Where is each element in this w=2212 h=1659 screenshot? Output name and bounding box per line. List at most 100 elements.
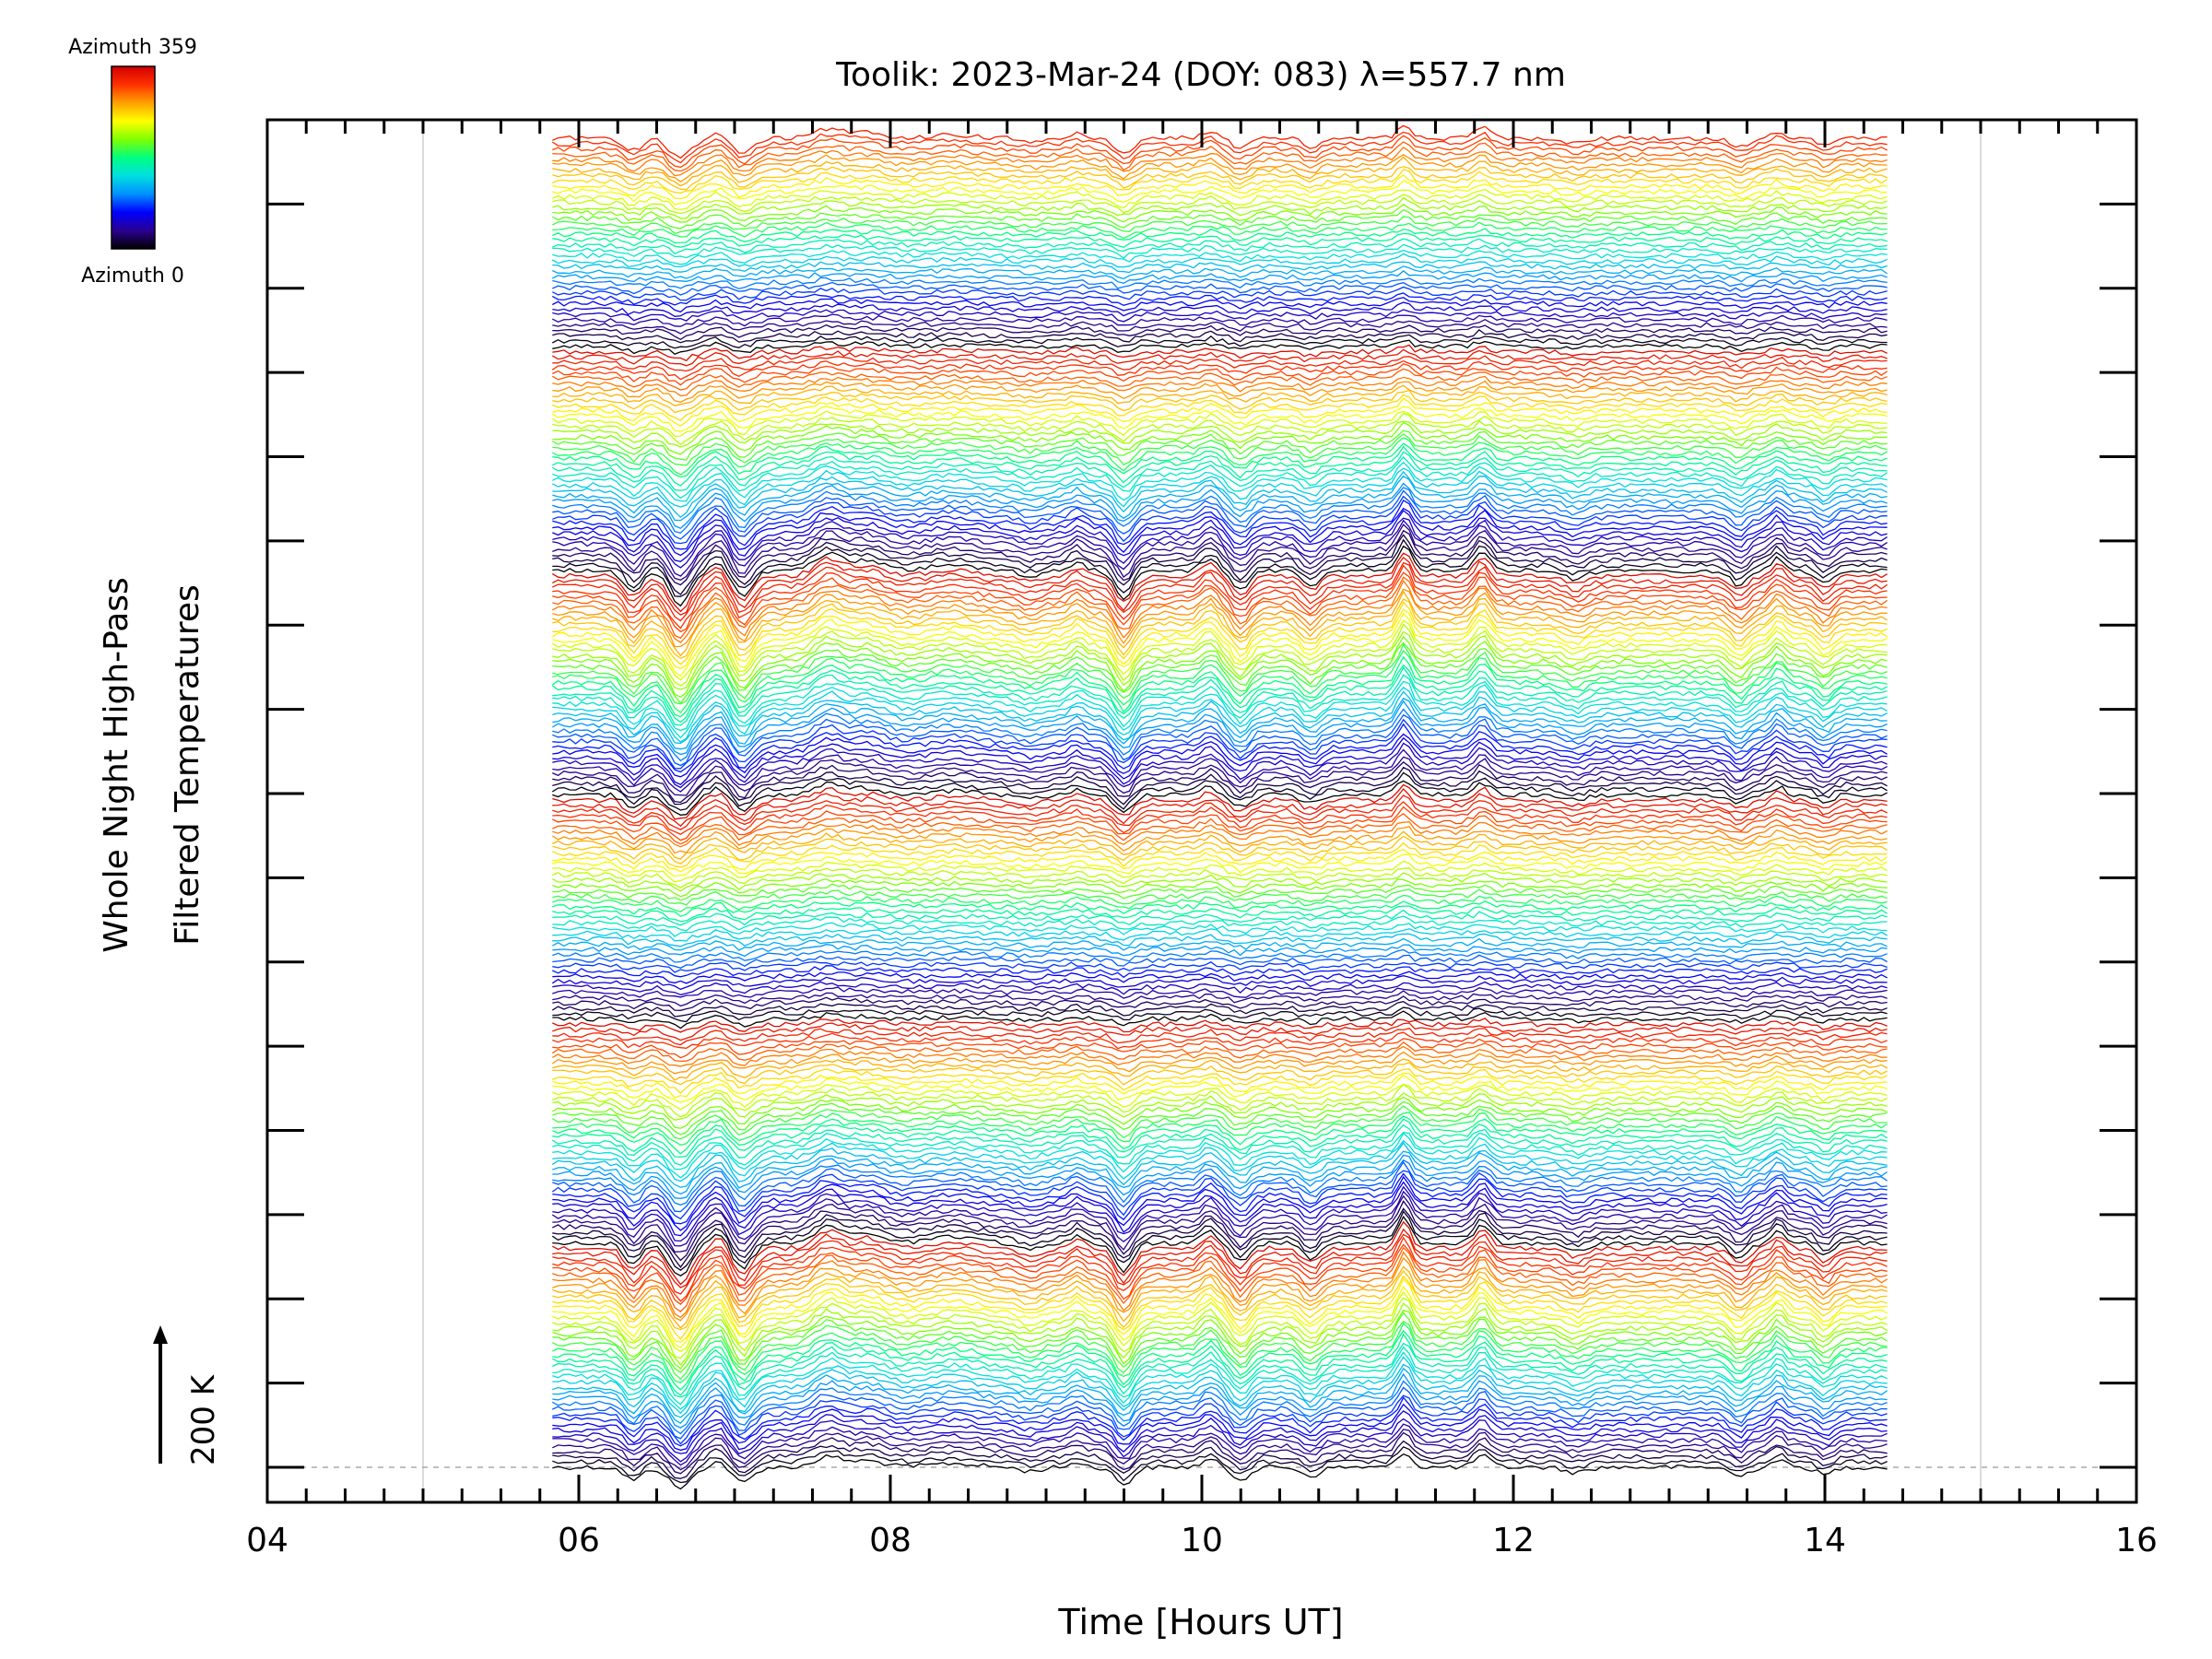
data-trace: [552, 394, 1888, 422]
data-trace: [552, 301, 1888, 317]
data-trace: [551, 1170, 1888, 1220]
x-tick-label: 04: [246, 1522, 288, 1559]
data-trace: [552, 576, 1888, 640]
data-trace: [552, 780, 1888, 816]
data-trace: [552, 499, 1888, 550]
data-trace: [552, 1062, 1888, 1086]
data-trace: [552, 590, 1888, 657]
data-trace: [552, 169, 1888, 194]
data-trace: [551, 348, 1888, 367]
data-trace: [551, 580, 1888, 644]
data-trace: [552, 635, 1888, 698]
data-trace: [552, 954, 1888, 970]
data-trace: [552, 375, 1888, 397]
data-trace: [552, 249, 1888, 265]
data-trace: [552, 794, 1888, 830]
data-trace: [552, 1302, 1888, 1366]
data-trace: [552, 1083, 1888, 1111]
data-trace: [551, 937, 1888, 951]
data-trace: [552, 495, 1888, 545]
data-trace: [552, 1367, 1888, 1425]
data-trace: [552, 534, 1888, 595]
data-trace: [552, 1010, 1888, 1030]
data-trace: [551, 655, 1888, 718]
scale-bar: 200 K: [153, 1325, 222, 1465]
data-trace: [552, 1285, 1888, 1348]
data-trace: [552, 412, 1888, 446]
data-trace: [552, 1139, 1888, 1182]
data-trace: [552, 265, 1888, 280]
data-trace: [552, 888, 1888, 906]
data-trace: [551, 552, 1888, 613]
data-trace: [552, 166, 1888, 191]
data-trace: [552, 723, 1888, 773]
data-trace: [552, 1265, 1888, 1329]
data-trace: [552, 748, 1888, 793]
data-trace: [552, 141, 1888, 172]
x-tick-label: 12: [1492, 1522, 1535, 1559]
data-trace: [552, 708, 1888, 762]
data-trace: [552, 238, 1888, 255]
data-trace: [552, 1074, 1888, 1103]
data-trace: [552, 1333, 1888, 1396]
data-trace: [552, 344, 1888, 362]
data-trace: [552, 733, 1888, 778]
data-trace: [552, 1185, 1888, 1242]
data-trace: [552, 1429, 1888, 1471]
data-trace: [551, 1190, 1888, 1247]
data-trace: [552, 461, 1888, 502]
data-trace: [552, 1342, 1888, 1398]
data-trace: [551, 292, 1888, 306]
data-trace: [551, 208, 1888, 229]
data-trace: [552, 1084, 1888, 1118]
data-trace: [551, 826, 1888, 854]
data-trace: [552, 1181, 1888, 1237]
data-trace: [551, 1124, 1888, 1166]
data-trace: [552, 507, 1888, 557]
data-trace: [552, 761, 1888, 804]
data-trace: [552, 489, 1888, 540]
data-trace: [552, 174, 1888, 200]
data-trace: [552, 612, 1888, 677]
data-trace: [552, 690, 1888, 745]
data-trace: [552, 1207, 1888, 1268]
data-trace: [552, 355, 1888, 372]
data-trace: [552, 380, 1888, 403]
data-trace: [552, 1072, 1888, 1099]
data-trace: [552, 623, 1888, 687]
data-trace: [551, 1051, 1888, 1075]
data-trace: [552, 867, 1888, 888]
data-trace: [552, 1160, 1888, 1213]
data-trace: [551, 1045, 1888, 1067]
data-trace: [552, 339, 1888, 355]
data-trace: [552, 674, 1888, 732]
data-trace: [552, 788, 1888, 828]
data-trace: [552, 1027, 1888, 1046]
data-trace: [552, 397, 1888, 427]
data-trace: [552, 286, 1888, 301]
data-trace: [551, 131, 1888, 164]
data-trace: [552, 1200, 1888, 1262]
data-trace: [552, 232, 1888, 249]
data-trace: [552, 276, 1888, 289]
data-trace: [552, 261, 1888, 274]
data-trace: [551, 1105, 1888, 1140]
data-trace: [552, 960, 1888, 973]
data-trace: [552, 944, 1888, 958]
data-trace: [552, 1175, 1888, 1231]
data-trace: [552, 1403, 1888, 1452]
data-trace: [552, 445, 1888, 487]
data-trace: [552, 1256, 1888, 1322]
data-trace: [552, 1310, 1888, 1370]
data-trace: [552, 221, 1888, 240]
data-trace: [551, 359, 1888, 381]
data-trace: [552, 571, 1888, 633]
data-traces: [551, 124, 1888, 1490]
data-trace: [552, 1058, 1888, 1081]
data-trace: [552, 362, 1888, 386]
data-trace: [551, 608, 1888, 670]
data-trace: [552, 419, 1888, 448]
data-trace: [552, 1418, 1888, 1463]
data-trace: [551, 975, 1888, 991]
axis-ticks: [265, 120, 2138, 1502]
